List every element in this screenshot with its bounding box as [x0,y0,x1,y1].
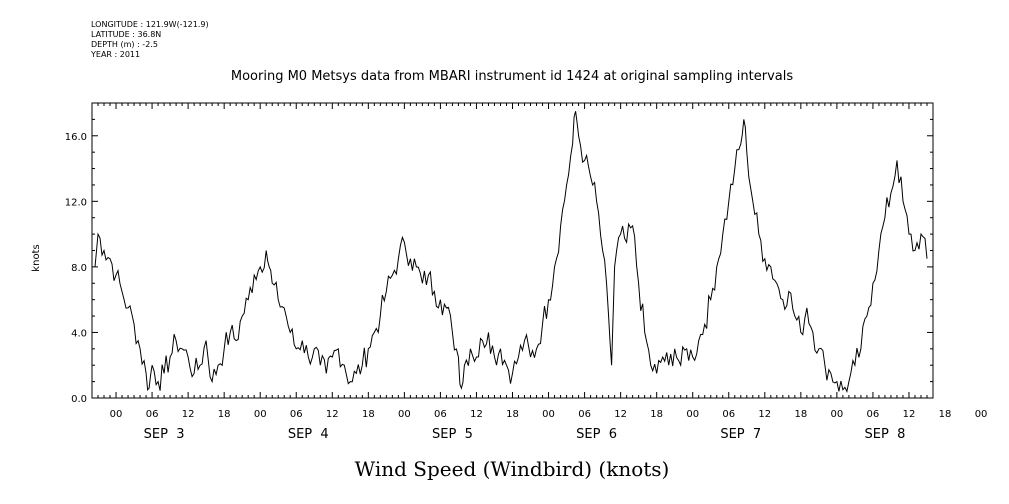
wind-speed-line [94,111,928,393]
x-tick-label: 06 [867,409,880,420]
x-tick-label: 18 [218,409,231,420]
x-tick-label: 00 [831,409,844,420]
x-day-label: SEP 8 [865,427,906,442]
x-axis-label: Wind Speed (Windbird) (knots) [355,457,670,481]
x-tick-label: 12 [470,409,483,420]
x-tick-label: 00 [542,409,555,420]
x-tick-label: 00 [110,409,123,420]
x-tick-label: 12 [326,409,339,420]
x-tick-label: 18 [362,409,375,420]
x-tick-label: 06 [722,409,735,420]
year-text: YEAR : 2011 [91,50,141,59]
x-tick-label: 12 [614,409,627,420]
x-tick-label: 12 [758,409,771,420]
x-tick-label: 06 [434,409,447,420]
y-tick-label: 4.0 [71,328,87,339]
x-tick-label: 00 [975,409,988,420]
x-tick-label: 00 [398,409,411,420]
y-tick-label: 16.0 [65,132,87,143]
x-day-label: SEP 6 [576,427,617,442]
x-tick-label: 18 [939,409,952,420]
x-day-label: SEP 7 [720,427,761,442]
latitude-text: LATITUDE : 36.8N [91,30,162,39]
y-tick-label: 8.0 [71,263,87,274]
x-tick-label: 00 [254,409,267,420]
metadata-block: LONGITUDE : 121.9W(-121.9) LATITUDE : 36… [91,20,209,60]
x-tick-label: 06 [578,409,591,420]
x-tick-label: 18 [506,409,519,420]
x-tick-label: 06 [290,409,303,420]
depth-text: DEPTH (m) : -2.5 [91,40,158,49]
x-day-label: SEP 4 [288,427,329,442]
x-day-label: SEP 5 [432,427,473,442]
x-day-label: SEP 3 [144,427,185,442]
x-tick-label: 06 [146,409,159,420]
x-tick-label: 12 [903,409,916,420]
chart-title: Mooring M0 Metsys data from MBARI instru… [231,69,793,84]
x-tick-label: 18 [794,409,807,420]
x-tick-label: 18 [650,409,663,420]
longitude-text: LONGITUDE : 121.9W(-121.9) [91,20,209,29]
x-tick-label: 00 [686,409,699,420]
y-axis: 0.0 4.0 8.0 12.0 16.0 [65,118,933,405]
plot-frame [91,102,934,399]
x-axis: 00 06 12 18 00 06 12 18 00 06 12 18 00 06 12 18 00 06 12 18… [91,103,1009,442]
y-tick-label: 0.0 [71,394,87,405]
y-tick-label: 12.0 [65,197,87,208]
x-tick-label: 12 [182,409,195,420]
y-axis-label: knots [31,244,42,271]
